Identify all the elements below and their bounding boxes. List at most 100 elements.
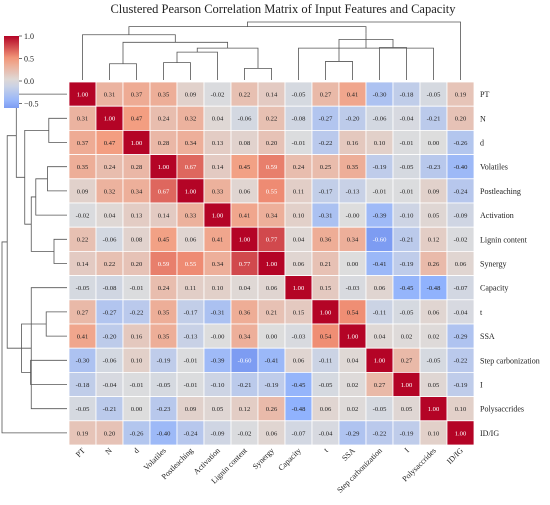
heatmap-cell (230, 81, 259, 107)
heatmap-cell (392, 371, 421, 397)
cell-value-label: -0.05 (76, 285, 90, 292)
heatmap-cell (149, 323, 178, 349)
heatmap-cell (284, 81, 313, 107)
cell-value-label: 0.04 (293, 237, 305, 244)
cell-value-label: -0.23 (427, 164, 441, 171)
cell-value-label: 0.06 (374, 285, 386, 292)
cell-value-label: 0.36 (320, 237, 332, 244)
cell-value-label: -0.27 (103, 309, 117, 316)
heatmap-cell (149, 105, 178, 131)
cell-value-label: -0.23 (157, 406, 171, 413)
cell-value-label: 0.59 (158, 261, 170, 268)
heatmap-cell (392, 347, 421, 373)
heatmap-cell (284, 299, 313, 325)
dendrogram-link (298, 47, 434, 80)
heatmap-cell (176, 420, 205, 446)
heatmap-cell (230, 275, 259, 301)
cell-value-label: 0.26 (428, 261, 440, 268)
heatmap-cell (446, 202, 475, 228)
heatmap-cell (446, 129, 475, 155)
cell-value-label: 0.35 (158, 309, 170, 316)
cell-value-label: 0.14 (158, 213, 170, 220)
heatmap-cell (392, 105, 421, 131)
cell-value-label: 0.20 (266, 140, 278, 147)
column-tick-label: SSA (340, 446, 357, 463)
heatmap-cell (68, 202, 97, 228)
heatmap-cell (311, 275, 340, 301)
cell-value-label: 1.00 (320, 309, 332, 316)
heatmap-cell (203, 396, 232, 422)
row-tick-label: Synergy (480, 260, 507, 269)
dendrogram-link (30, 287, 67, 410)
cell-value-label: 0.06 (266, 430, 278, 437)
cell-value-label: 0.34 (239, 334, 251, 341)
heatmap-cell (68, 275, 97, 301)
column-tick-label: t (322, 446, 330, 454)
heatmap-cell (338, 226, 367, 252)
cell-value-label: 0.33 (212, 188, 224, 195)
heatmap-cell (203, 323, 232, 349)
heatmap-cell (419, 226, 448, 252)
heatmap-cell (365, 347, 394, 373)
row-tick-label: Lignin content (480, 235, 528, 244)
cell-value-label: -0.04 (400, 116, 414, 123)
cell-value-label: -0.09 (211, 430, 225, 437)
cell-value-label: 1.00 (347, 334, 359, 341)
cell-value-label: 1.00 (293, 285, 305, 292)
cell-value-label: 1.00 (266, 261, 278, 268)
cell-value-label: 0.22 (77, 237, 89, 244)
heatmap-cell (230, 371, 259, 397)
heatmap-cell (446, 105, 475, 131)
cell-value-label: 0.37 (131, 92, 143, 99)
dendrogram-link (128, 26, 367, 35)
heatmap-cell (122, 299, 151, 325)
cell-value-label: -0.48 (292, 406, 306, 413)
heatmap-cell (446, 250, 475, 276)
cell-value-label: 0.05 (428, 382, 440, 389)
dendrogram-link (47, 166, 67, 192)
heatmap-cell (392, 178, 421, 204)
heatmap-cell (338, 420, 367, 446)
cell-value-label: 0.21 (266, 309, 278, 316)
cell-value-label: -0.06 (103, 358, 117, 365)
row-tick-label: ID/IG (480, 429, 499, 438)
heatmap-cell (284, 250, 313, 276)
cell-value-label: 0.00 (131, 406, 143, 413)
cell-value-label: 0.08 (131, 237, 143, 244)
cell-value-label: 0.10 (131, 358, 143, 365)
column-tick-label: Capacity (276, 446, 302, 472)
cell-value-label: -0.30 (76, 358, 90, 365)
cell-value-label: -0.06 (238, 116, 252, 123)
cell-value-label: 0.15 (293, 309, 305, 316)
cell-value-label: -0.18 (76, 382, 90, 389)
cell-value-label: -0.05 (400, 164, 414, 171)
row-tick-label: Capacity (480, 284, 508, 293)
cell-value-label: 0.27 (77, 309, 89, 316)
dendrogram-link (30, 359, 67, 385)
cell-value-label: 0.54 (320, 334, 332, 341)
cell-value-label: -0.21 (103, 406, 117, 413)
cell-value-label: 0.36 (239, 309, 251, 316)
cell-value-label: 0.24 (158, 285, 170, 292)
cell-value-label: -0.19 (373, 164, 387, 171)
heatmap-cell (257, 275, 286, 301)
colorbar-tick-label: 0.5 (24, 55, 34, 64)
heatmap-cell (122, 178, 151, 204)
cell-value-label: 0.34 (131, 188, 143, 195)
cell-value-label: -0.01 (184, 382, 198, 389)
heatmap-cell (230, 154, 259, 180)
cell-value-label: -0.40 (454, 164, 468, 171)
cell-value-label: -0.22 (130, 309, 144, 316)
cell-value-label: 0.28 (158, 140, 170, 147)
cell-value-label: 0.24 (104, 164, 116, 171)
column-tick-label: N (103, 446, 114, 457)
heatmap-cell (203, 250, 232, 276)
heatmap-cell (176, 129, 205, 155)
cell-value-label: -0.05 (292, 92, 306, 99)
heatmap-cell (338, 396, 367, 422)
cell-value-label: 1.00 (428, 406, 440, 413)
cell-value-label: 0.67 (185, 164, 197, 171)
heatmap-cell (338, 105, 367, 131)
cell-value-label: -0.01 (292, 140, 306, 147)
heatmap-cell (365, 371, 394, 397)
